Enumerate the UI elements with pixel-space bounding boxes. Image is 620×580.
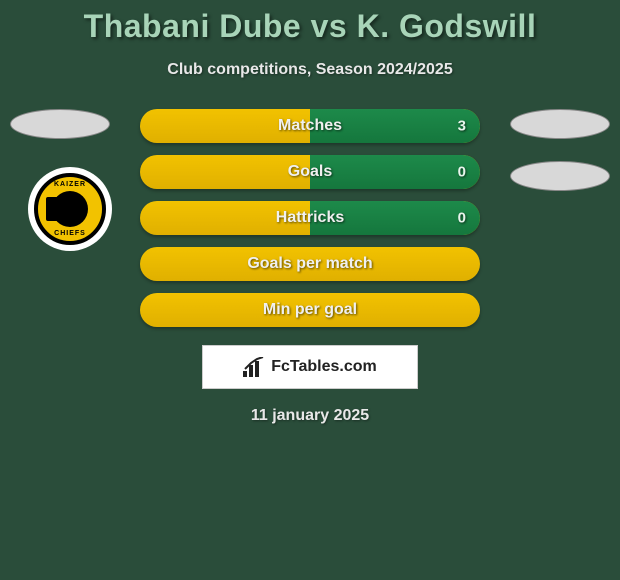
stat-label: Min per goal xyxy=(263,301,357,319)
date-label: 11 january 2025 xyxy=(0,407,620,425)
stat-value-right: 3 xyxy=(458,118,466,135)
comparison-container: KAIZER CHIEFS 3 Matches 0 Goals 0 Hattricks Go… xyxy=(0,109,620,425)
badge-bottom-text: CHIEFS xyxy=(54,230,86,237)
player-left-avatar xyxy=(10,109,110,139)
stat-row: 0 Hattricks xyxy=(140,201,480,235)
page-title: Thabani Dube vs K. Godswill xyxy=(0,0,620,45)
bars-icon xyxy=(243,357,265,377)
stat-row: Goals per match xyxy=(140,247,480,281)
badge-top-text: KAIZER xyxy=(54,181,86,188)
player-right-avatar xyxy=(510,109,610,139)
stat-value-right: 0 xyxy=(458,210,466,227)
brand-text: FcTables.com xyxy=(271,358,377,376)
kaizer-chiefs-logo: KAIZER CHIEFS xyxy=(34,173,106,245)
stat-label: Goals per match xyxy=(247,255,372,273)
stat-label: Goals xyxy=(288,163,332,181)
club-left-badge: KAIZER CHIEFS xyxy=(28,167,112,251)
stat-value-right: 0 xyxy=(458,164,466,181)
brand-box: FcTables.com xyxy=(202,345,418,389)
stat-rows: 3 Matches 0 Goals 0 Hattricks Goals per match M… xyxy=(140,109,480,327)
stat-row: 3 Matches xyxy=(140,109,480,143)
stat-label: Hattricks xyxy=(276,209,344,227)
stat-label: Matches xyxy=(278,117,342,135)
stat-row: 0 Goals xyxy=(140,155,480,189)
stat-row: Min per goal xyxy=(140,293,480,327)
club-right-avatar xyxy=(510,161,610,191)
page-subtitle: Club competitions, Season 2024/2025 xyxy=(0,61,620,79)
